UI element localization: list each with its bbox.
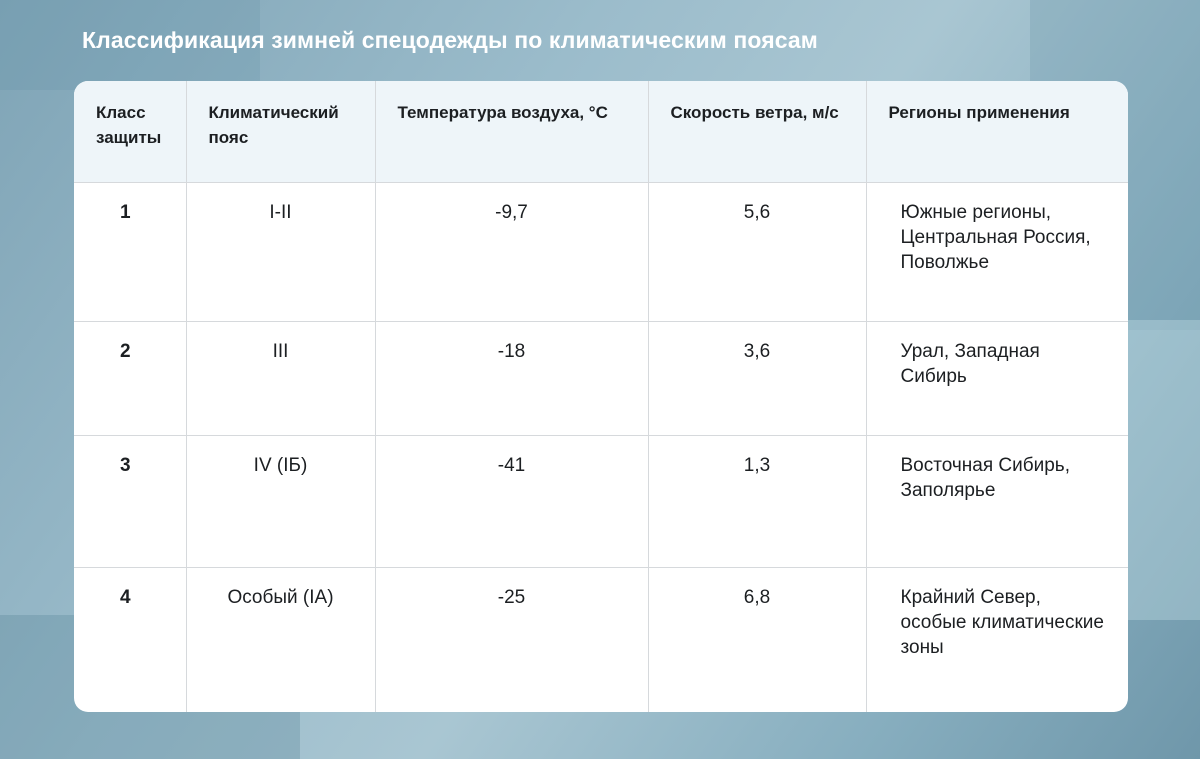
cell-protection-class: 3	[74, 435, 187, 568]
header-climate-zone: Климатический пояс	[185, 81, 376, 183]
header-air-temperature: Температура воздуха, °С	[374, 81, 649, 183]
cell-air-temperature: -41	[374, 435, 649, 568]
cell-air-temperature: -18	[374, 321, 649, 436]
cell-climate-zone: IV (IБ)	[185, 435, 376, 568]
cell-regions: Крайний Север, особые климатические зоны	[865, 567, 1128, 712]
page-title: Классификация зимней спецодежды по клима…	[82, 27, 818, 53]
table-row: 4 Особый (IA) -25 6,8 Крайний Север, осо…	[74, 567, 1128, 712]
cell-wind-speed: 6,8	[647, 567, 867, 712]
table-row: 2 III -18 3,6 Урал, Западная Сибирь	[74, 321, 1128, 436]
cell-climate-zone: I-II	[185, 182, 376, 322]
classification-table-card: Класс защиты Климатический пояс Температ…	[74, 81, 1128, 712]
cell-protection-class: 4	[74, 567, 187, 712]
cell-air-temperature: -25	[374, 567, 649, 712]
header-regions: Регионы применения	[865, 81, 1128, 183]
table-header-row: Класс защиты Климатический пояс Температ…	[74, 81, 1128, 183]
table-row: 3 IV (IБ) -41 1,3 Восточная Сибирь, Запо…	[74, 435, 1128, 568]
table-row: 1 I-II -9,7 5,6 Южные регионы, Центральн…	[74, 182, 1128, 322]
cell-wind-speed: 3,6	[647, 321, 867, 436]
cell-climate-zone: Особый (IA)	[185, 567, 376, 712]
cell-wind-speed: 1,3	[647, 435, 867, 568]
cell-protection-class: 1	[74, 182, 187, 322]
classification-table: Класс защиты Климатический пояс Температ…	[74, 81, 1128, 712]
header-protection-class: Класс защиты	[74, 81, 187, 183]
cell-protection-class: 2	[74, 321, 187, 436]
cell-regions: Урал, Западная Сибирь	[865, 321, 1128, 436]
cell-regions: Восточная Сибирь, Заполярье	[865, 435, 1128, 568]
cell-air-temperature: -9,7	[374, 182, 649, 322]
cell-regions: Южные регионы, Центральная Россия, Повол…	[865, 182, 1128, 322]
cell-wind-speed: 5,6	[647, 182, 867, 322]
cell-climate-zone: III	[185, 321, 376, 436]
header-wind-speed: Скорость ветра, м/с	[647, 81, 867, 183]
